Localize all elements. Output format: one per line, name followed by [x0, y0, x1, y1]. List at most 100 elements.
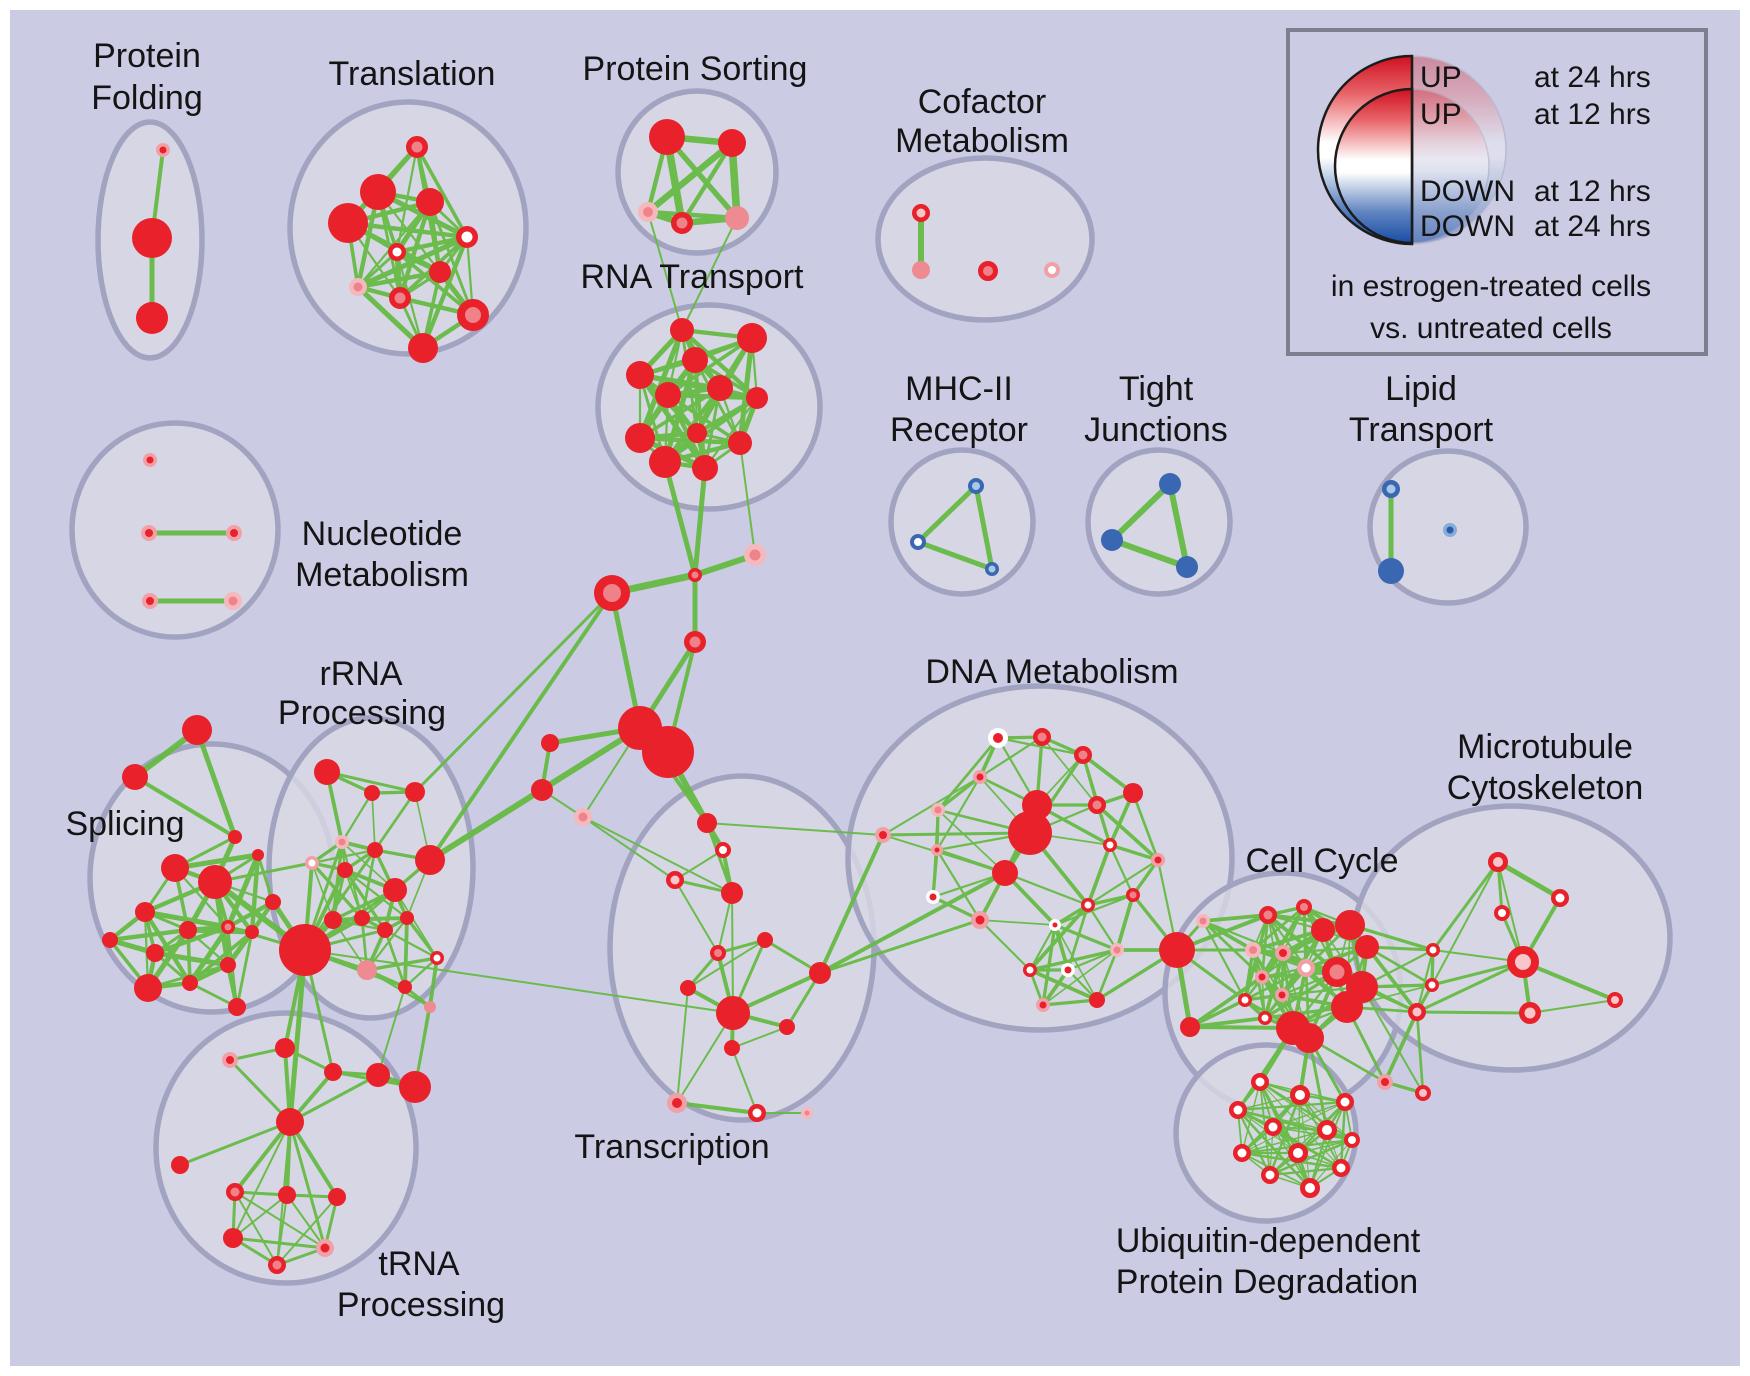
cluster-label: Splicing — [65, 805, 184, 843]
node-nucleotide-metabolism — [143, 453, 157, 467]
edge-connectors — [133, 775, 237, 839]
legend-ring-solid — [1333, 87, 1414, 245]
node-trna-processing — [278, 1186, 296, 1204]
node-trna-processing — [275, 1038, 295, 1058]
edge-translation — [395, 250, 475, 317]
edge-transcription — [687, 939, 766, 989]
edge-connectors — [609, 590, 643, 731]
cluster-ellipse-trna-processing — [153, 1010, 419, 1286]
edge-rrna-processing — [365, 916, 409, 972]
node-connectors — [642, 726, 694, 778]
node-ubiquitin-degradation — [1290, 1085, 1310, 1105]
edge-protein-sorting — [679, 140, 735, 226]
edge-rrna-processing — [373, 790, 417, 852]
edge-cell-cycle — [1260, 928, 1325, 979]
node-ubiquitin-degradation — [1317, 1120, 1337, 1140]
edge-dna-metabolism — [1086, 893, 1135, 907]
node-cell-cycle — [1415, 1085, 1431, 1101]
cluster-label: Receptor — [890, 411, 1028, 449]
node-nucleotide-metabolism — [142, 593, 158, 609]
node-cell-cycle — [1275, 988, 1289, 1002]
node-trna-processing — [366, 1063, 390, 1087]
node-dna-metabolism — [1159, 932, 1195, 968]
edge-link-protein-sorting-rna-transport — [681, 217, 738, 331]
edge-dna-metabolism — [1041, 736, 1098, 806]
node-protein-folding — [156, 143, 170, 157]
edge-ubiquitin-degradation — [1339, 1100, 1347, 1170]
edge-link-transcription-connectors — [818, 833, 885, 975]
node-transcription — [667, 1093, 687, 1113]
node-dna-metabolism — [1036, 998, 1050, 1012]
edge-transcription — [674, 879, 719, 954]
node-connectors — [228, 830, 242, 844]
node-cofactor-metabolism — [978, 261, 998, 281]
edge-dna-metabolism — [1066, 948, 1119, 972]
edge-link-connectors-transcription — [582, 816, 676, 881]
node-transcription — [710, 945, 726, 961]
node-connectors — [541, 734, 559, 752]
node-rrna-processing — [305, 856, 319, 870]
node-rna-transport — [649, 446, 681, 478]
node-protein-sorting — [718, 129, 746, 157]
node-splicing — [252, 849, 264, 861]
edge-ubiquitin-degradation — [1269, 1101, 1346, 1176]
node-dna-metabolism — [926, 890, 940, 904]
cluster-ellipse-nucleotide-metabolism — [69, 420, 281, 640]
node-lipid-transport — [1378, 558, 1404, 584]
edge-dna-metabolism — [1028, 923, 1057, 972]
node-cofactor-metabolism — [912, 261, 930, 279]
edge-splicing — [225, 899, 276, 930]
edge-cell-cycle — [1281, 945, 1369, 955]
edge-transcription — [716, 938, 767, 955]
node-dna-metabolism — [1089, 992, 1105, 1008]
node-rna-transport — [746, 387, 768, 409]
node-rrna-processing — [314, 759, 340, 785]
node-protein-sorting — [725, 206, 749, 230]
node-rrna-processing — [400, 911, 414, 925]
edge-splicing — [188, 930, 254, 985]
edge-link-rrna-processing-trna-processing — [287, 947, 308, 1125]
edge-link-cell-cycle-microtubule-cytoskeleton — [1415, 1010, 1532, 1015]
legend-time-label: at 24 hrs — [1534, 210, 1651, 243]
edge-link-connectors-rrna-processing — [428, 591, 614, 862]
node-translation — [406, 136, 428, 158]
node-microtubule-cytoskeleton — [1488, 852, 1508, 872]
edge-link-connectors-dna-metabolism — [881, 831, 1032, 837]
node-transcription — [724, 1040, 740, 1056]
edge-rna-transport — [665, 392, 708, 471]
cluster-label: Protein Degradation — [1116, 1263, 1418, 1301]
edge-trna-processing — [288, 1073, 380, 1124]
cluster-ellipse-transcription — [607, 773, 877, 1123]
node-rrna-processing — [367, 842, 383, 858]
node-translation — [456, 226, 478, 248]
edge-transcription — [731, 892, 734, 1014]
node-cell-cycle — [1311, 918, 1335, 942]
node-splicing — [198, 865, 232, 899]
node-cell-cycle — [1238, 993, 1252, 1007]
edge-link-protein-sorting-rna-transport — [647, 211, 683, 331]
edge-link-rrna-processing-transcription — [304, 949, 734, 1014]
edge-cell-cycle — [1365, 945, 1434, 987]
edge-trna-processing — [286, 1194, 326, 1249]
cluster-label: Translation — [329, 55, 496, 93]
node-rna-transport — [670, 318, 694, 342]
node-dna-metabolism — [1033, 728, 1051, 746]
node-connectors — [594, 575, 630, 611]
legend-time-label: at 24 hrs — [1534, 61, 1651, 94]
edge-ubiquitin-degradation — [1241, 1129, 1328, 1154]
edge-trna-processing — [276, 1194, 288, 1266]
edge-dna-metabolism — [1108, 843, 1160, 862]
edge-ubiquitin-degradation — [1259, 1081, 1342, 1169]
legend-direction-label: UP — [1420, 98, 1462, 131]
node-translation — [360, 174, 396, 210]
node-cell-cycle — [1377, 1074, 1393, 1090]
node-dna-metabolism — [1061, 963, 1075, 977]
node-rrna-processing — [405, 782, 425, 802]
node-nucleotide-metabolism — [226, 525, 242, 541]
edge-link-rna-transport-connectors — [692, 465, 708, 578]
cluster-ellipse-dna-metabolism — [845, 683, 1235, 1033]
node-dna-metabolism — [971, 911, 989, 929]
cluster-label: Cofactor — [918, 83, 1047, 121]
edge-dna-metabolism — [1054, 924, 1098, 1001]
edge-rrna-processing — [344, 869, 363, 919]
